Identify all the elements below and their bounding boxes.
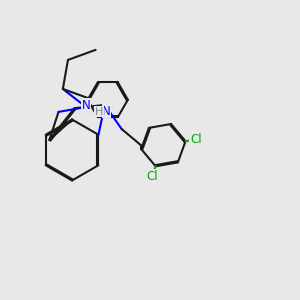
Text: N: N	[82, 99, 90, 112]
Text: Cl: Cl	[190, 133, 202, 146]
Text: H: H	[95, 106, 103, 117]
Text: Cl: Cl	[146, 169, 158, 183]
Text: N: N	[102, 105, 111, 118]
